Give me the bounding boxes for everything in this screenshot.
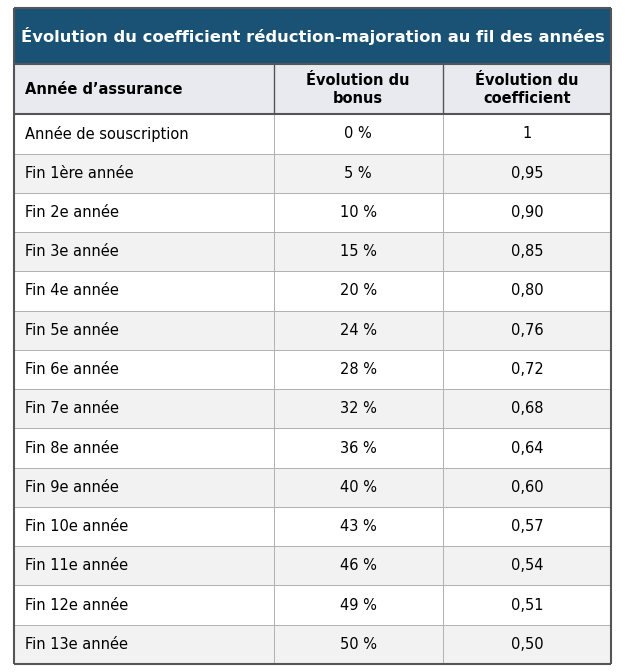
Text: 24 %: 24 % xyxy=(340,323,377,338)
Text: 0,76: 0,76 xyxy=(511,323,543,338)
Text: 10 %: 10 % xyxy=(340,205,377,220)
Bar xyxy=(14,114,611,154)
Text: 49 %: 49 % xyxy=(340,597,377,613)
Text: Fin 5e année: Fin 5e année xyxy=(25,323,119,338)
Text: 36 %: 36 % xyxy=(340,441,377,456)
Text: 0,64: 0,64 xyxy=(511,441,543,456)
Text: 0 %: 0 % xyxy=(344,126,372,141)
Text: Évolution du coefficient réduction-majoration au fil des années: Évolution du coefficient réduction-major… xyxy=(21,28,604,45)
Text: 15 %: 15 % xyxy=(340,244,377,259)
Bar xyxy=(14,8,611,65)
Text: Fin 8e année: Fin 8e année xyxy=(25,441,119,456)
Text: Année d’assurance: Année d’assurance xyxy=(25,82,182,97)
Text: Fin 13e année: Fin 13e année xyxy=(25,637,128,652)
Text: 28 %: 28 % xyxy=(340,362,377,377)
Bar xyxy=(14,310,611,350)
Text: 5 %: 5 % xyxy=(344,166,372,181)
Text: 0,51: 0,51 xyxy=(511,597,543,613)
Text: 0,60: 0,60 xyxy=(511,480,543,495)
Bar xyxy=(14,193,611,232)
Text: Fin 7e année: Fin 7e année xyxy=(25,401,119,416)
Text: Fin 11e année: Fin 11e année xyxy=(25,558,128,573)
Text: Évolution du
bonus: Évolution du bonus xyxy=(306,73,410,106)
Text: 0,72: 0,72 xyxy=(511,362,543,377)
Bar xyxy=(14,468,611,507)
Bar xyxy=(14,154,611,193)
Text: Fin 10e année: Fin 10e année xyxy=(25,519,128,534)
Text: Évolution du
coefficient: Évolution du coefficient xyxy=(475,73,579,106)
Text: Fin 4e année: Fin 4e année xyxy=(25,284,119,298)
Bar xyxy=(14,350,611,389)
Text: 0,57: 0,57 xyxy=(511,519,543,534)
Text: 0,50: 0,50 xyxy=(511,637,543,652)
Text: Fin 3e année: Fin 3e année xyxy=(25,244,119,259)
Bar xyxy=(14,65,611,114)
Text: 0,54: 0,54 xyxy=(511,558,543,573)
Text: 0,95: 0,95 xyxy=(511,166,543,181)
Bar xyxy=(14,585,611,625)
Text: 43 %: 43 % xyxy=(340,519,377,534)
Text: 32 %: 32 % xyxy=(340,401,377,416)
Text: 20 %: 20 % xyxy=(339,284,377,298)
Bar xyxy=(14,546,611,585)
Bar xyxy=(14,625,611,664)
Text: 0,80: 0,80 xyxy=(511,284,543,298)
Bar xyxy=(14,507,611,546)
Text: 0,68: 0,68 xyxy=(511,401,543,416)
Text: 0,90: 0,90 xyxy=(511,205,543,220)
Text: 46 %: 46 % xyxy=(340,558,377,573)
Text: 1: 1 xyxy=(522,126,532,141)
Bar xyxy=(14,428,611,468)
Bar xyxy=(14,271,611,310)
Bar xyxy=(14,389,611,428)
Text: Fin 6e année: Fin 6e année xyxy=(25,362,119,377)
Text: Fin 9e année: Fin 9e année xyxy=(25,480,119,495)
Text: 50 %: 50 % xyxy=(340,637,377,652)
Text: Fin 12e année: Fin 12e année xyxy=(25,597,128,613)
Text: Année de souscription: Année de souscription xyxy=(25,126,189,142)
Text: 40 %: 40 % xyxy=(340,480,377,495)
Text: Fin 2e année: Fin 2e année xyxy=(25,205,119,220)
Text: Fin 1ère année: Fin 1ère année xyxy=(25,166,134,181)
Bar xyxy=(14,232,611,271)
Text: 0,85: 0,85 xyxy=(511,244,543,259)
